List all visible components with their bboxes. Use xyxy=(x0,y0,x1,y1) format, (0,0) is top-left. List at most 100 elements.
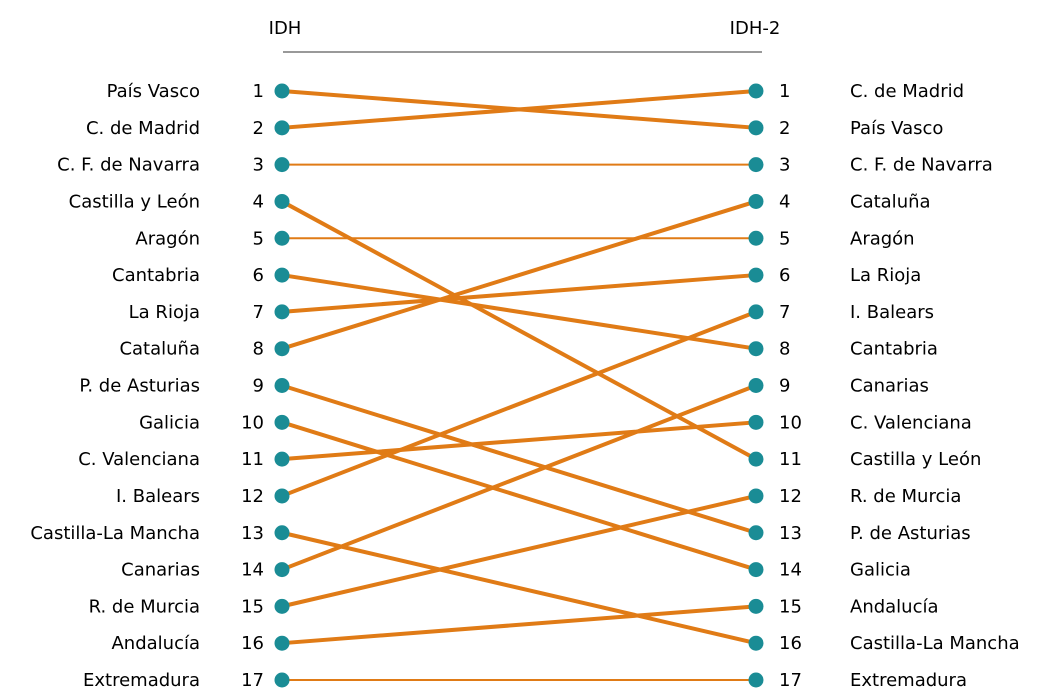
left-rank-label: 1 xyxy=(253,81,264,102)
left-rank-label: 16 xyxy=(241,633,264,654)
left-marker xyxy=(274,635,290,651)
right-rank-label: 8 xyxy=(779,339,790,360)
left-region-label: Canarias xyxy=(121,560,200,581)
right-marker xyxy=(748,635,764,651)
right-rank-label: 14 xyxy=(779,560,802,581)
right-marker xyxy=(748,525,764,541)
right-marker xyxy=(748,672,764,688)
right-region-label: Galicia xyxy=(850,560,911,581)
right-marker xyxy=(748,83,764,99)
right-rank-label: 9 xyxy=(779,376,790,397)
right-region-label: I. Balears xyxy=(850,302,934,323)
connector-line xyxy=(280,493,758,609)
left-rank-label: 17 xyxy=(241,670,264,691)
right-marker xyxy=(748,267,764,283)
connector-line xyxy=(280,383,758,572)
right-region-label: Castilla-La Mancha xyxy=(850,633,1020,654)
left-marker xyxy=(274,672,290,688)
right-region-label: La Rioja xyxy=(850,265,921,286)
right-rank-label: 11 xyxy=(779,449,802,470)
right-region-label: R. de Murcia xyxy=(850,486,961,507)
right-marker xyxy=(748,193,764,209)
right-marker xyxy=(748,378,764,393)
right-region-label: Castilla y León xyxy=(850,449,981,470)
right-region-label: Andalucía xyxy=(850,596,939,617)
left-marker xyxy=(274,378,290,393)
right-marker xyxy=(748,304,764,320)
left-marker xyxy=(274,83,290,99)
right-region-label: Aragón xyxy=(850,228,915,249)
right-marker xyxy=(748,451,764,467)
left-region-label: Andalucía xyxy=(111,633,200,654)
connector-lines xyxy=(280,89,758,681)
connector-line xyxy=(280,273,758,314)
left-region-label: Castilla-La Mancha xyxy=(30,523,200,544)
left-rank-label: 15 xyxy=(241,596,264,617)
left-rank-label: 8 xyxy=(253,339,264,360)
connector-line xyxy=(280,420,758,462)
right-rank-label: 15 xyxy=(779,596,802,617)
right-region-label: P. de Asturias xyxy=(850,523,971,544)
left-marker xyxy=(274,598,290,614)
connector-line xyxy=(280,199,758,351)
left-region-label: Galicia xyxy=(139,412,200,433)
connector-line xyxy=(280,199,758,462)
left-marker xyxy=(274,304,290,320)
connector-line xyxy=(280,273,758,351)
right-rank-label: 3 xyxy=(779,155,790,176)
left-rank-label: 5 xyxy=(253,228,264,249)
left-region-label: C. Valenciana xyxy=(78,449,200,470)
connector-line xyxy=(280,604,758,646)
right-region-label: País Vasco xyxy=(850,118,943,139)
right-rank-label: 17 xyxy=(779,670,802,691)
left-rank-label: 4 xyxy=(253,191,264,212)
right-rank-label: 4 xyxy=(779,191,790,212)
left-marker xyxy=(274,157,290,173)
right-rank-label: 2 xyxy=(779,118,790,139)
left-region-label: Cataluña xyxy=(119,339,200,360)
right-marker xyxy=(748,562,764,578)
left-marker xyxy=(274,525,290,541)
right-region-label: Canarias xyxy=(850,376,929,397)
left-region-label: Aragón xyxy=(135,228,200,249)
right-header: IDH-2 xyxy=(730,18,781,39)
left-rank-label: 10 xyxy=(241,412,264,433)
left-region-label: P. de Asturias xyxy=(79,376,200,397)
left-region-label: I. Balears xyxy=(116,486,200,507)
right-marker xyxy=(748,157,764,173)
right-region-label: C. de Madrid xyxy=(850,81,964,102)
connector-line xyxy=(280,420,758,572)
right-marker xyxy=(748,414,764,430)
rank-labels: País Vasco 1 C. de Madrid 2 C. F. de Navarra… xyxy=(30,81,1019,691)
left-marker xyxy=(274,341,290,357)
left-region-label: País Vasco xyxy=(107,81,200,102)
right-rank-label: 12 xyxy=(779,486,802,507)
left-marker xyxy=(274,193,290,209)
left-region-label: C. de Madrid xyxy=(86,118,200,139)
right-rank-label: 13 xyxy=(779,523,802,544)
right-rank-label: 1 xyxy=(779,81,790,102)
connector-line xyxy=(280,89,758,130)
left-marker xyxy=(274,562,290,578)
left-region-label: Extremadura xyxy=(83,670,200,691)
right-marker xyxy=(748,230,764,246)
right-region-label: C. Valenciana xyxy=(850,412,972,433)
left-marker xyxy=(274,230,290,246)
left-header: IDH xyxy=(269,18,302,39)
left-region-label: Cantabria xyxy=(112,265,200,286)
right-marker xyxy=(748,120,764,136)
right-region-label: Cantabria xyxy=(850,339,938,360)
right-marker xyxy=(748,341,764,357)
rank-markers xyxy=(274,83,764,688)
right-rank-label: 5 xyxy=(779,228,790,249)
left-rank-label: 13 xyxy=(241,523,264,544)
left-rank-label: 11 xyxy=(241,449,264,470)
left-rank-label: 12 xyxy=(241,486,264,507)
right-rank-label: 10 xyxy=(779,412,802,433)
right-rank-label: 16 xyxy=(779,633,802,654)
left-rank-label: 9 xyxy=(253,376,264,397)
right-region-label: Cataluña xyxy=(850,191,931,212)
left-rank-label: 3 xyxy=(253,155,264,176)
left-marker xyxy=(274,120,290,136)
left-rank-label: 14 xyxy=(241,560,264,581)
